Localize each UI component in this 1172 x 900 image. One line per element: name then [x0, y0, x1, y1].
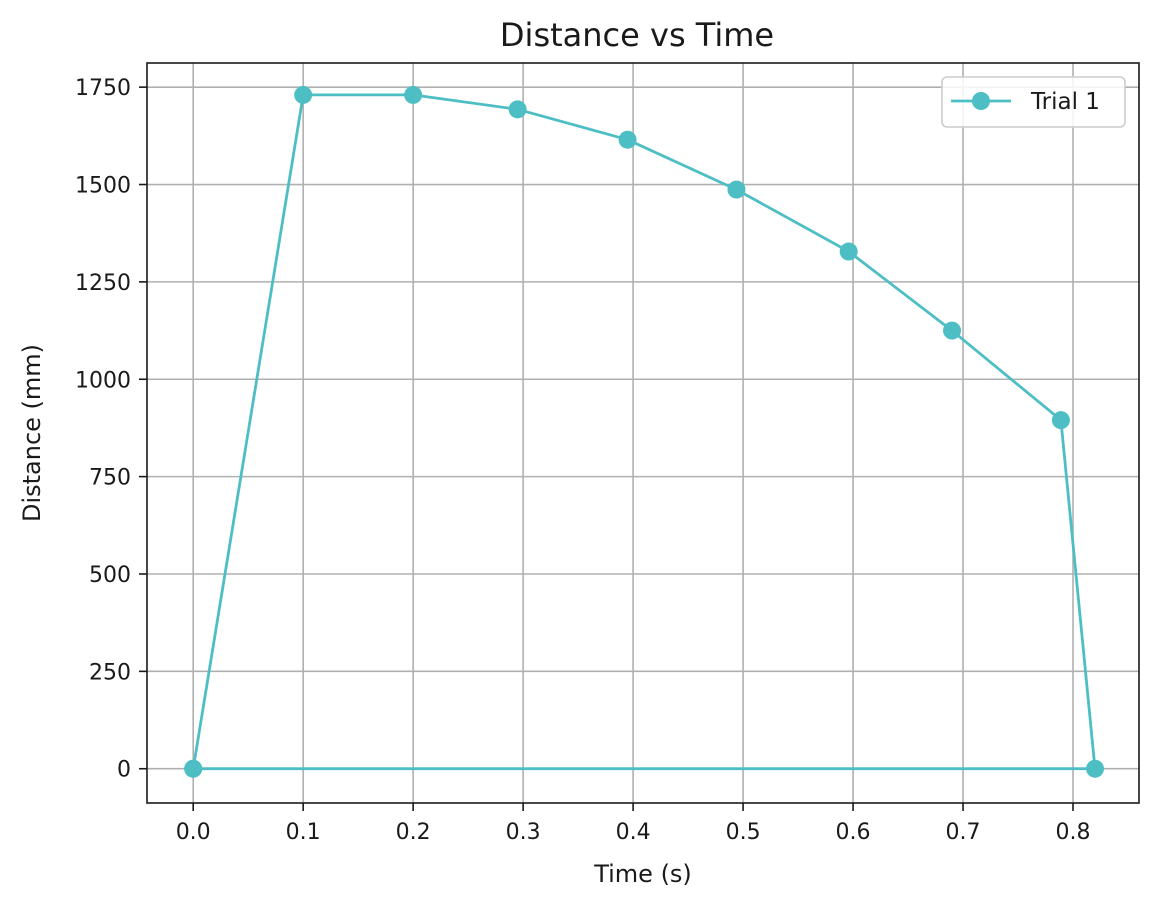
data-point	[1051, 411, 1070, 430]
x-axis: 0.0 0.1 0.2 0.3 0.4 0.5 0.6 0.7 0.8	[176, 803, 1091, 845]
y-tick-label: 1000	[75, 368, 131, 393]
data-point	[618, 130, 637, 149]
data-point	[404, 85, 423, 104]
data-point	[294, 85, 313, 104]
legend: Trial 1	[941, 76, 1126, 128]
x-tick-label: 0.8	[1056, 820, 1091, 845]
legend-label: Trial 1	[1030, 89, 1100, 115]
data-point	[1086, 759, 1105, 778]
x-tick-label: 0.1	[286, 820, 321, 845]
chart-title: Distance vs Time	[500, 16, 774, 54]
x-tick-label: 0.3	[506, 820, 541, 845]
y-tick-label: 1250	[75, 271, 131, 296]
y-tick-label: 0	[117, 758, 131, 783]
series-line	[191, 93, 1097, 771]
data-point	[184, 759, 203, 778]
legend-box	[941, 76, 1126, 128]
legend-marker	[972, 92, 990, 110]
y-tick-label: 1750	[75, 76, 131, 101]
x-tick-label: 0.6	[836, 820, 871, 845]
x-axis-label: Time (s)	[593, 860, 692, 888]
x-tick-label: 0.2	[396, 820, 431, 845]
data-point	[508, 100, 527, 119]
y-tick-label: 250	[89, 660, 131, 685]
data-point	[839, 242, 858, 261]
x-tick-label: 0.5	[726, 820, 761, 845]
y-tick-label: 750	[89, 466, 131, 491]
plot-frame	[146, 62, 1140, 804]
y-axis: 0 250 500 750 1000 1250 1500 1750	[75, 76, 147, 783]
x-tick-label: 0.7	[946, 820, 981, 845]
series-layer	[184, 85, 1105, 778]
data-point	[727, 180, 746, 199]
x-tick-label: 0.0	[176, 820, 211, 845]
grid	[147, 63, 1139, 803]
y-axis-label: Distance (mm)	[18, 344, 46, 522]
data-point	[943, 321, 962, 340]
y-tick-label: 1500	[75, 174, 131, 199]
y-tick-label: 500	[89, 563, 131, 588]
x-tick-label: 0.4	[616, 820, 651, 845]
